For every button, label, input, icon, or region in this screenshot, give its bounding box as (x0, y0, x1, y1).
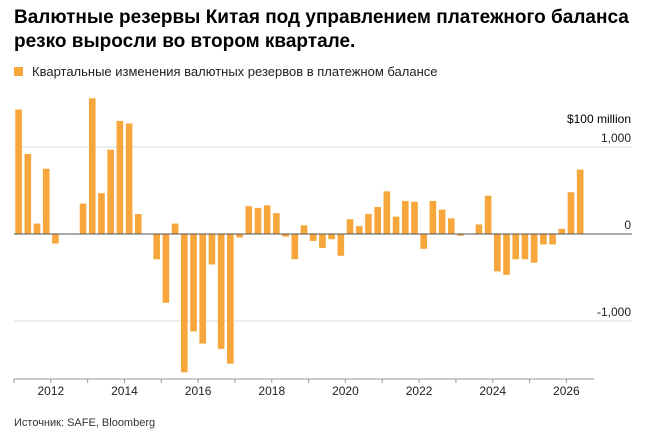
bar (190, 234, 197, 332)
x-tick-label: 2020 (332, 384, 359, 398)
bar (309, 234, 317, 241)
x-tick-label: 2016 (185, 384, 212, 398)
bar (134, 213, 142, 234)
bar (447, 218, 455, 234)
bar (153, 234, 161, 260)
x-tick-label: 2024 (479, 384, 506, 398)
bar (52, 234, 59, 244)
x-tick-label: 2018 (258, 384, 285, 398)
axes: 1,000 0 -1,000 2012 2014 2016 2018 2020 2022 2024… (13, 131, 632, 398)
bar (420, 234, 427, 249)
bar (567, 192, 575, 234)
x-tick-label: 2012 (37, 384, 64, 398)
source-note: Источник: SAFE, Bloomberg (14, 417, 156, 429)
bar (503, 234, 510, 275)
x-tick-label: 2026 (553, 384, 580, 398)
legend-swatch (14, 67, 23, 76)
bar (355, 226, 363, 234)
y-tick-label: -1,000 (597, 305, 631, 319)
bar (88, 98, 96, 234)
bar (236, 234, 243, 238)
bar (208, 234, 216, 265)
unit-label: $100 million (567, 112, 631, 126)
bar (273, 213, 280, 234)
bar (328, 234, 335, 240)
bar (365, 213, 372, 234)
bar (33, 223, 41, 234)
bar (494, 234, 501, 272)
bar (521, 234, 529, 260)
bar (337, 234, 345, 256)
bar (282, 234, 289, 237)
bar (540, 234, 547, 245)
bar (374, 207, 381, 234)
bar (411, 201, 418, 234)
bar (383, 191, 391, 234)
bar (79, 203, 87, 234)
bar (125, 123, 133, 234)
bar (181, 234, 188, 373)
bar (107, 149, 114, 234)
bar (457, 234, 464, 236)
bar (98, 193, 105, 234)
bar (429, 200, 437, 234)
bar (576, 169, 584, 234)
bar (549, 234, 556, 245)
bar (162, 234, 170, 303)
bar (171, 223, 179, 234)
bar (227, 234, 234, 364)
bar (319, 234, 326, 248)
bar (116, 120, 124, 234)
chart-title: Валютные резервы Китая под управлением п… (14, 7, 629, 52)
bar (245, 206, 253, 234)
bar (199, 234, 207, 344)
y-tick-label: 0 (624, 218, 631, 232)
bar (438, 209, 446, 234)
bar (217, 234, 225, 349)
bar (512, 234, 520, 260)
bar (42, 168, 50, 234)
bar (24, 153, 32, 234)
bar (558, 228, 566, 234)
bar (392, 216, 400, 234)
bar (291, 234, 299, 260)
bar (484, 195, 492, 234)
bar (530, 234, 538, 263)
bar (346, 219, 354, 234)
bar (475, 224, 483, 234)
chart-legend: Квартальные изменения валютных резервов … (14, 64, 437, 79)
y-tick-label: 1,000 (601, 131, 631, 145)
bars (15, 98, 584, 373)
x-tick-label: 2014 (111, 384, 138, 398)
bar (15, 109, 22, 234)
bar (300, 225, 308, 234)
bar (401, 200, 409, 234)
legend-label: Квартальные изменения валютных резервов … (32, 64, 438, 79)
bar (254, 207, 262, 234)
bar (263, 205, 271, 234)
x-tick-label: 2022 (406, 384, 433, 398)
